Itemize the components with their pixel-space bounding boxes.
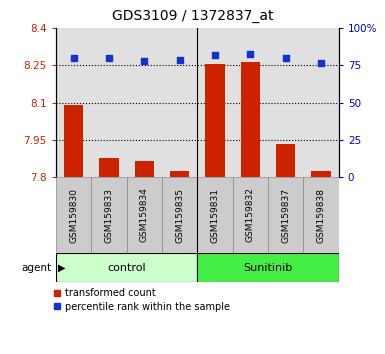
FancyBboxPatch shape (56, 253, 197, 282)
FancyBboxPatch shape (162, 177, 197, 253)
Point (283, 55, 289, 61)
Text: GSM159838: GSM159838 (316, 188, 326, 242)
FancyBboxPatch shape (91, 177, 127, 253)
FancyBboxPatch shape (233, 177, 268, 253)
Point (212, 52, 218, 58)
Text: GSM159835: GSM159835 (175, 188, 184, 242)
Bar (241, 62, 260, 177)
Text: Sunitinib: Sunitinib (243, 263, 293, 273)
Point (141, 58, 147, 64)
Bar (64, 105, 83, 177)
Text: control: control (107, 263, 146, 273)
Text: GSM159833: GSM159833 (104, 188, 114, 242)
FancyBboxPatch shape (303, 177, 339, 253)
Bar (311, 171, 331, 177)
Point (70, 55, 77, 61)
Text: GSM159832: GSM159832 (246, 188, 255, 242)
Text: GSM159830: GSM159830 (69, 188, 78, 242)
Bar (134, 161, 154, 177)
Legend: transformed count, percentile rank within the sample: transformed count, percentile rank withi… (53, 287, 231, 313)
FancyBboxPatch shape (56, 177, 91, 253)
Bar (276, 144, 295, 177)
Point (247, 51, 253, 56)
FancyBboxPatch shape (197, 177, 233, 253)
Point (106, 55, 112, 61)
FancyBboxPatch shape (197, 253, 339, 282)
Text: agent: agent (22, 263, 52, 273)
Text: GSM159834: GSM159834 (140, 188, 149, 242)
Bar (170, 171, 189, 177)
Text: GSM159831: GSM159831 (211, 188, 219, 242)
Text: GDS3109 / 1372837_at: GDS3109 / 1372837_at (112, 9, 273, 23)
Point (318, 60, 324, 65)
Point (177, 57, 183, 62)
Text: ▶: ▶ (58, 263, 65, 273)
Bar (205, 64, 225, 177)
FancyBboxPatch shape (127, 177, 162, 253)
Bar (99, 158, 119, 177)
FancyBboxPatch shape (268, 177, 303, 253)
Text: GSM159837: GSM159837 (281, 188, 290, 242)
